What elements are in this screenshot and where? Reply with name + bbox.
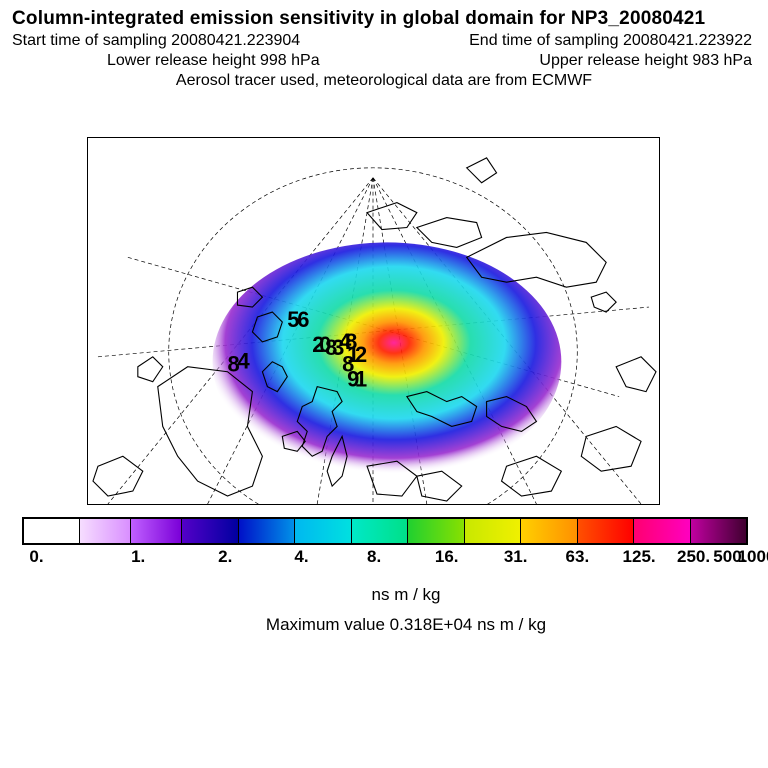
start-sampling-label: Start time of sampling 20080421.223904 [12,32,300,50]
tracer-label: Aerosol tracer used, meteorological data… [0,72,768,90]
colorbar-ticks: 0. 1. 2. 4. 8. 16. 31. 63. 125. 250. 500… [22,545,748,571]
lower-release-label: Lower release height 998 hPa [107,52,320,70]
colorbar-block: 0. 1. 2. 4. 8. 16. 31. 63. 125. 250. 500… [22,517,748,635]
sampling-time-row: Start time of sampling 20080421.223904 E… [12,32,752,50]
svg-text:250">0: 250">0 [363,138,435,143]
svg-text:4: 4 [237,349,250,374]
header-block: Column-integrated emission sensitivity i… [0,8,768,90]
colorbar-max-label: Maximum value 0.318E+04 ns m / kg [22,615,768,635]
svg-text:2: 2 [355,342,367,367]
end-sampling-label: End time of sampling 20080421.223922 [469,32,752,50]
release-height-row: Lower release height 998 hPa Upper relea… [12,52,752,70]
polar-map-panel[interactable]: 8 4 5 6 2 0 8 3 4 8 8 1 2 9 1 250">0 [87,137,660,505]
colorbar-unit-label: ns m / kg [22,585,768,605]
colorbar[interactable] [22,517,748,545]
root-container: Column-integrated emission sensitivity i… [0,0,768,768]
main-title: Column-integrated emission sensitivity i… [12,8,768,30]
svg-text:6: 6 [297,307,309,332]
svg-text:1: 1 [355,367,367,392]
upper-release-label: Upper release height 983 hPa [539,52,752,70]
